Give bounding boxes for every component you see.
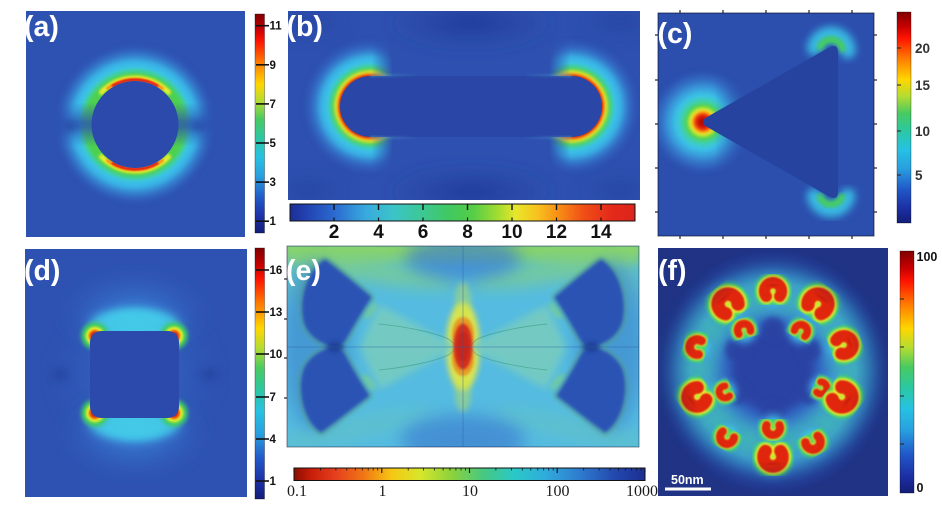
svg-text:(d): (d) [24,255,60,287]
svg-text:10: 10 [462,483,478,500]
svg-text:7: 7 [270,392,276,404]
svg-text:1: 1 [379,483,387,500]
svg-text:12: 12 [546,222,567,243]
svg-text:15: 15 [915,78,931,93]
svg-text:4: 4 [373,222,384,243]
svg-text:3: 3 [270,177,276,189]
svg-text:20: 20 [915,41,930,56]
svg-text:5: 5 [270,138,277,150]
svg-text:5: 5 [915,168,923,183]
svg-text:4: 4 [270,434,277,446]
svg-text:2: 2 [329,222,340,243]
svg-text:16: 16 [270,265,283,277]
svg-text:11: 11 [270,21,283,33]
svg-text:10: 10 [915,124,930,139]
svg-text:13: 13 [270,307,283,319]
svg-text:1: 1 [270,216,277,228]
svg-text:10: 10 [501,222,522,243]
svg-text:(a): (a) [24,11,59,43]
svg-text:(f): (f) [658,255,686,287]
svg-text:(b): (b) [287,11,323,43]
svg-text:9: 9 [270,60,276,72]
svg-text:14: 14 [590,222,612,243]
svg-text:0: 0 [917,481,924,495]
svg-text:7: 7 [270,99,276,111]
svg-text:50nm: 50nm [671,473,704,487]
svg-text:8: 8 [462,222,473,243]
svg-text:0.1: 0.1 [287,483,307,500]
svg-text:10: 10 [270,349,283,361]
svg-text:100: 100 [546,483,570,500]
svg-text:100: 100 [917,250,938,264]
svg-text:6: 6 [418,222,429,243]
svg-text:(e): (e) [286,255,321,287]
svg-text:1000: 1000 [626,483,658,500]
svg-text:(c): (c) [658,18,693,50]
svg-text:1: 1 [270,476,277,488]
